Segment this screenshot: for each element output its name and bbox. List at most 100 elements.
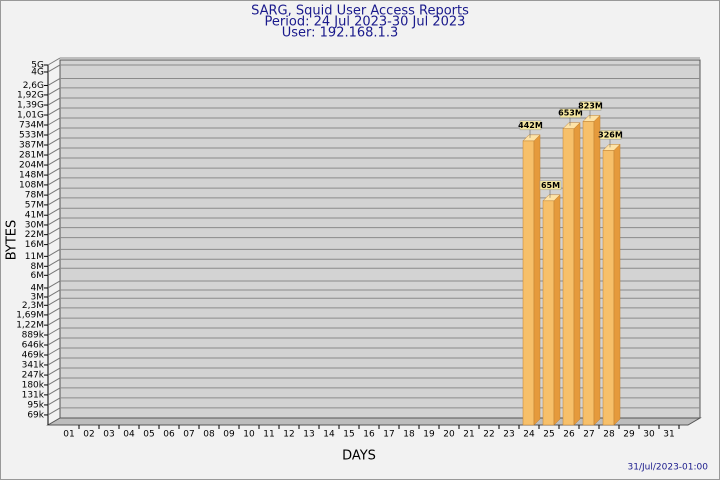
y-tick-label: 5G xyxy=(31,61,44,71)
y-tick-label: 131k xyxy=(22,390,45,400)
grid-line xyxy=(47,217,61,226)
footer: 31/Jul/2023-01:00 xyxy=(628,463,709,473)
grid-line xyxy=(47,78,61,86)
x-tick-label: 11 xyxy=(263,430,274,440)
grid-line xyxy=(47,237,61,246)
y-tick-label: 11M xyxy=(25,252,44,262)
grid-line xyxy=(47,187,61,196)
x-tick-label: 24 xyxy=(523,430,535,440)
grid-line xyxy=(47,317,61,326)
bar-side xyxy=(553,194,561,426)
x-tick-label: 23 xyxy=(503,430,514,440)
grid-line xyxy=(47,258,61,267)
y-tick-label: 1,69M xyxy=(16,310,44,320)
y-tick-label: 2,6G xyxy=(23,81,44,91)
y-tick-label: 180k xyxy=(22,380,45,390)
x-tick-label: 18 xyxy=(403,430,415,440)
y-tick-label: 3M xyxy=(31,292,45,302)
value-label: 65M xyxy=(541,181,560,190)
grid-line xyxy=(47,107,61,116)
bar xyxy=(582,121,595,426)
x-tick-label: 05 xyxy=(143,430,154,440)
grid-line xyxy=(47,137,61,146)
grid-line xyxy=(47,207,61,216)
chart-subtitle: Period: 24 Jul 2023-30 Jul 2023 xyxy=(265,15,466,30)
grid-line xyxy=(47,327,61,336)
x-tick-label: 03 xyxy=(103,430,114,440)
grid-line xyxy=(47,280,61,289)
x-tick-label: 15 xyxy=(343,430,354,440)
grid-line xyxy=(47,64,61,73)
grid-line xyxy=(47,147,61,156)
y-tick-label: 387M xyxy=(19,141,44,151)
bar-top xyxy=(562,122,581,129)
y-tick-label: 734M xyxy=(19,120,44,130)
x-tick-label: 13 xyxy=(303,430,314,440)
y-tick-label: 1,22M xyxy=(16,321,44,331)
bar-side xyxy=(613,143,621,426)
x-tick-label: 29 xyxy=(623,430,635,440)
grid-line xyxy=(47,377,61,386)
bar-side xyxy=(533,134,541,426)
bar-top xyxy=(542,194,561,202)
x-tick-label: 21 xyxy=(463,430,474,440)
y-tick-label: 22M xyxy=(25,230,44,240)
bar-top xyxy=(522,134,541,142)
grid-line xyxy=(47,267,61,276)
x-tick-label: 31 xyxy=(663,430,674,440)
y-tick-label: 148M xyxy=(19,171,44,181)
value-label: 442M xyxy=(518,121,543,130)
grid-line xyxy=(47,197,61,206)
y-tick-label: 108M xyxy=(19,180,44,190)
x-tick-label: 17 xyxy=(383,430,394,440)
y-tick-label: 95k xyxy=(27,400,44,410)
y-tick-label: 30M xyxy=(25,220,44,230)
x-tick-label: 22 xyxy=(483,430,494,440)
x-tick-label: 25 xyxy=(543,430,554,440)
x-tick-label: 09 xyxy=(223,430,235,440)
value-label-bg xyxy=(539,180,562,191)
y-tick-label: 204M xyxy=(19,161,44,171)
x-tick-label: 27 xyxy=(583,430,594,440)
x-tick-label: 06 xyxy=(163,430,175,440)
y-tick-label: 533M xyxy=(19,131,44,141)
value-label-bg xyxy=(599,130,622,140)
grid-line xyxy=(47,167,61,176)
grid-line xyxy=(47,357,61,366)
y-tick-label: 4M xyxy=(31,283,45,293)
grid-line xyxy=(47,87,61,96)
grid-line xyxy=(47,407,61,416)
bar-top xyxy=(602,144,621,151)
grid-line xyxy=(47,337,61,346)
value-label: 326M xyxy=(598,130,623,139)
value-label-bg xyxy=(519,120,542,131)
x-tick-label: 08 xyxy=(203,430,215,440)
grid-line xyxy=(47,157,61,166)
x-tick-label: 14 xyxy=(323,430,335,440)
value-label-bg xyxy=(559,108,582,118)
y-tick-label: 341k xyxy=(22,360,45,370)
x-axis-label: DAYS xyxy=(342,449,376,464)
x-tick-label: 12 xyxy=(283,430,294,440)
y-tick-label: 6M xyxy=(31,271,45,281)
grid-line xyxy=(47,117,61,126)
grid-line xyxy=(47,397,61,406)
x-tick-label: 30 xyxy=(643,430,655,440)
x-tick-label: 16 xyxy=(363,430,375,440)
x-tick-label: 10 xyxy=(243,430,255,440)
y-tick-label: 469k xyxy=(22,351,45,361)
value-label: 823M xyxy=(578,101,603,110)
x-tick-label: 07 xyxy=(183,430,194,440)
grid-line xyxy=(47,177,61,186)
y-tick-label: 281M xyxy=(19,151,44,161)
y-tick-label: 16M xyxy=(25,240,44,250)
x-tick-label: 04 xyxy=(123,430,135,440)
y-tick-label: 1,01G xyxy=(17,111,44,121)
value-label: 653M xyxy=(558,109,583,118)
value-label-bg xyxy=(579,101,602,111)
grid-line xyxy=(47,57,61,66)
plot-floor xyxy=(46,417,702,426)
grid-line xyxy=(47,127,61,136)
chart-user: User: 192.168.1.3 xyxy=(282,26,398,41)
bar xyxy=(542,200,555,426)
